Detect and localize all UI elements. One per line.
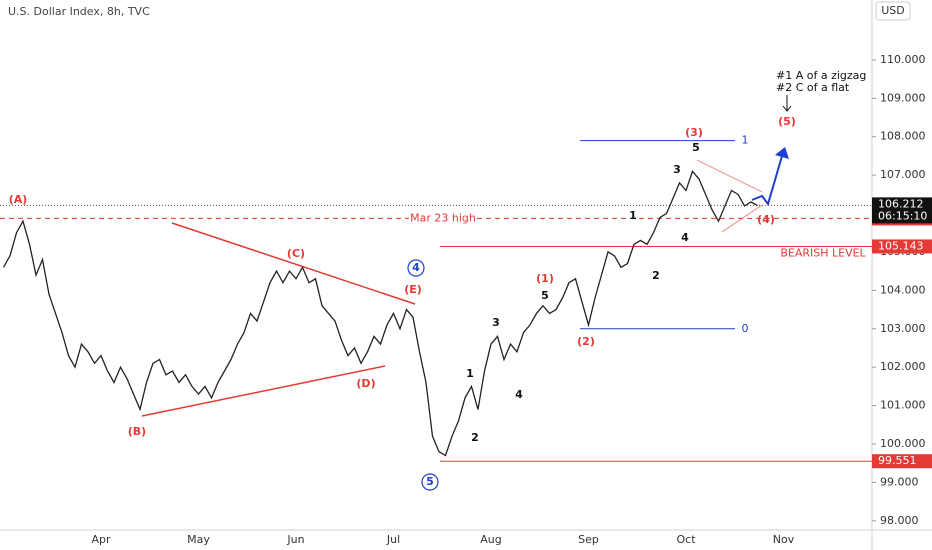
annotation-note: #2 C of a flat	[776, 81, 850, 94]
countdown: 06:15:10	[878, 209, 927, 222]
wave-label: (D)	[356, 377, 375, 390]
level-name: BEARISH LEVEL	[780, 246, 866, 259]
x-tick-label: Sep	[578, 533, 599, 546]
annotation-note: #1 A of a zigzag	[776, 69, 866, 82]
fib-label: 0	[742, 322, 749, 335]
last-price: 106.212	[878, 197, 924, 210]
y-tick-label: 101.000	[880, 399, 926, 412]
y-tick-label: 109.000	[880, 91, 926, 104]
y-tick-label: 110.000	[880, 53, 926, 66]
wave-label: 2	[652, 269, 660, 282]
x-tick-label: May	[187, 533, 210, 546]
wave-circle	[407, 259, 425, 277]
last-price-box	[872, 197, 932, 224]
wave-label: 5	[426, 475, 434, 488]
y-tick-label: 103.000	[880, 322, 926, 335]
x-tick-label: Oct	[676, 533, 696, 546]
wave-label: 2	[471, 431, 479, 444]
wave-label: (B)	[128, 425, 146, 438]
arrow-head	[775, 147, 789, 159]
wave-label: (2)	[577, 335, 595, 348]
wave-label: (C)	[287, 247, 305, 260]
currency-box[interactable]	[875, 1, 911, 21]
price-line	[2, 170, 758, 457]
level-price-label: 105.143	[878, 239, 924, 252]
y-tick-label: 108.000	[880, 130, 926, 143]
wave-label: (3)	[685, 126, 703, 139]
currency[interactable]: USD	[881, 4, 905, 17]
wave-label: 4	[681, 231, 689, 244]
wave-label: 5	[541, 289, 549, 302]
wave-label: (4)	[757, 213, 775, 226]
trend-line	[171, 222, 416, 305]
chart-title: U.S. Dollar Index, 8h, TVC	[8, 5, 150, 18]
y-tick-label: 98.000	[880, 514, 919, 527]
level-name-bg	[409, 212, 477, 225]
x-tick-label: Nov	[773, 533, 795, 546]
level-label-box	[872, 454, 932, 469]
y-tick-label: 102.000	[880, 360, 926, 373]
wave-label: 3	[673, 163, 681, 176]
wave-label: 4	[515, 388, 523, 401]
wave-label: (A)	[9, 193, 28, 206]
down-arrow	[782, 95, 792, 112]
wave-label: 1	[629, 209, 637, 222]
projection-arrow	[751, 155, 783, 207]
x-tick-label: Aug	[480, 533, 501, 546]
x-tick-label: Jun	[286, 533, 304, 546]
fib-label: 1	[742, 134, 749, 147]
y-tick-label: 100.000	[880, 437, 926, 450]
level-name: Mar 23 high	[410, 211, 476, 224]
y-tick-label: 104.000	[880, 283, 926, 296]
wave-label: (E)	[404, 283, 422, 296]
triangle-line	[696, 159, 763, 193]
x-tick-label: Jul	[386, 533, 400, 546]
level-label-box	[872, 239, 932, 254]
level-price-label: 99.551	[878, 454, 917, 467]
x-tick-label: Apr	[91, 533, 111, 546]
y-tick-label: 107.000	[880, 168, 926, 181]
wave-label: 5	[692, 141, 700, 154]
wave-label: 1	[466, 367, 474, 380]
wave-label: (5)	[778, 115, 796, 128]
wave-label: 4	[412, 261, 420, 274]
wave-circle	[421, 473, 439, 491]
wave-label: 3	[492, 316, 500, 329]
y-tick-label: 99.000	[880, 475, 919, 488]
trend-line	[141, 365, 386, 417]
wave-label: (1)	[536, 272, 554, 285]
